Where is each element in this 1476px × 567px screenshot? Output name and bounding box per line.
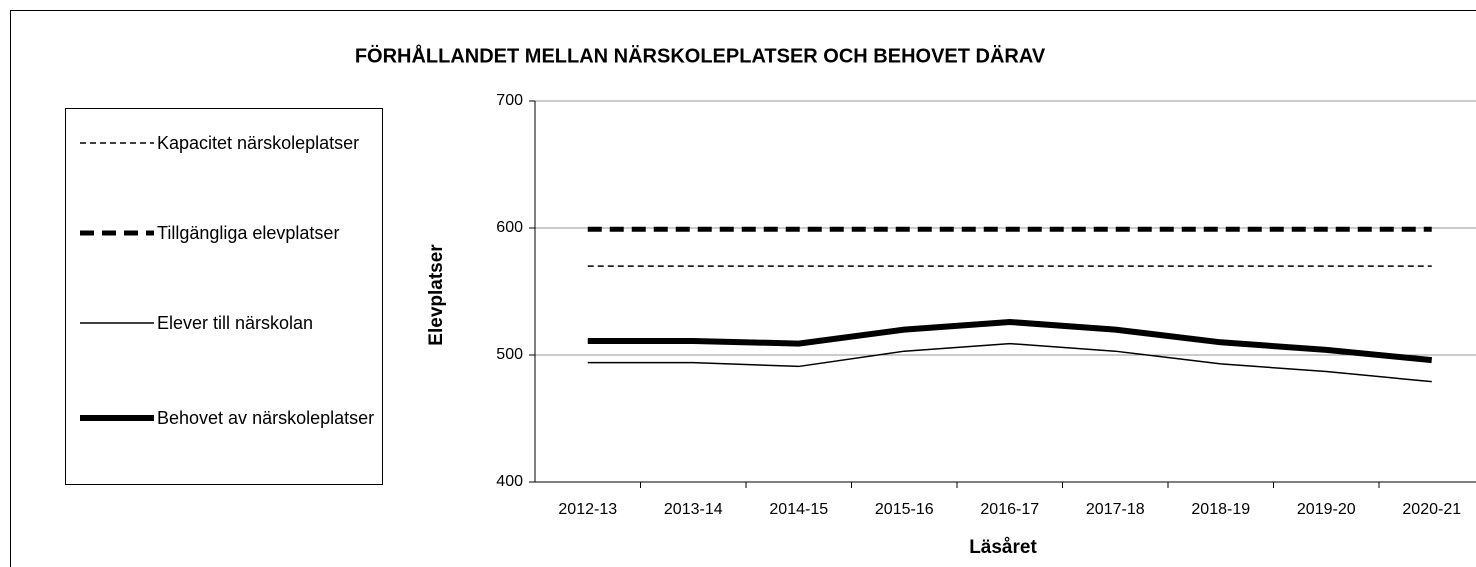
x-tick-label: 2018-19 — [1191, 501, 1250, 518]
legend-swatch — [80, 415, 154, 421]
y-axis-label: Elevplatser — [426, 244, 447, 346]
y-tick-label: 700 — [496, 92, 523, 109]
series-line — [587, 318, 1433, 364]
legend-swatch — [80, 322, 154, 324]
x-tick-label: 2014-15 — [769, 501, 828, 518]
legend-label: Elever till närskolan — [157, 313, 314, 333]
x-tick-label: 2013-14 — [664, 501, 723, 518]
x-tick-label: 2019-20 — [1297, 501, 1356, 518]
legend-swatch — [80, 142, 154, 144]
legend-item: Behovet av närskoleplatser — [66, 406, 384, 466]
chart-frame — [10, 10, 1476, 567]
legend-item: Kapacitet närskoleplatser — [66, 131, 384, 191]
series-line — [587, 342, 1432, 383]
y-tick-label: 500 — [496, 346, 523, 363]
y-tick-label: 400 — [496, 473, 523, 490]
x-axis-label: Läsåret — [969, 537, 1037, 558]
legend-item: Elever till närskolan — [66, 311, 384, 371]
legend: Kapacitet närskoleplatser Tillgängliga el… — [65, 108, 383, 485]
legend-swatch — [80, 230, 154, 236]
legend-label: Tillgängliga elevplatser — [157, 223, 340, 243]
x-tick-label: 2016-17 — [980, 501, 1039, 518]
x-tick-label: 2012-13 — [558, 501, 617, 518]
legend-label: Behovet av närskoleplatser — [157, 408, 375, 428]
legend-label: Kapacitet närskoleplatser — [157, 133, 360, 153]
x-tick-label: 2020-21 — [1402, 501, 1461, 518]
x-tick-label: 2015-16 — [875, 501, 934, 518]
y-tick-label: 600 — [496, 219, 523, 236]
chart-title: FÖRHÅLLANDET MELLAN NÄRSKOLEPLATSER OCH … — [355, 43, 1046, 67]
legend-item: Tillgängliga elevplatser — [66, 221, 384, 281]
x-tick-label: 2017-18 — [1086, 501, 1145, 518]
